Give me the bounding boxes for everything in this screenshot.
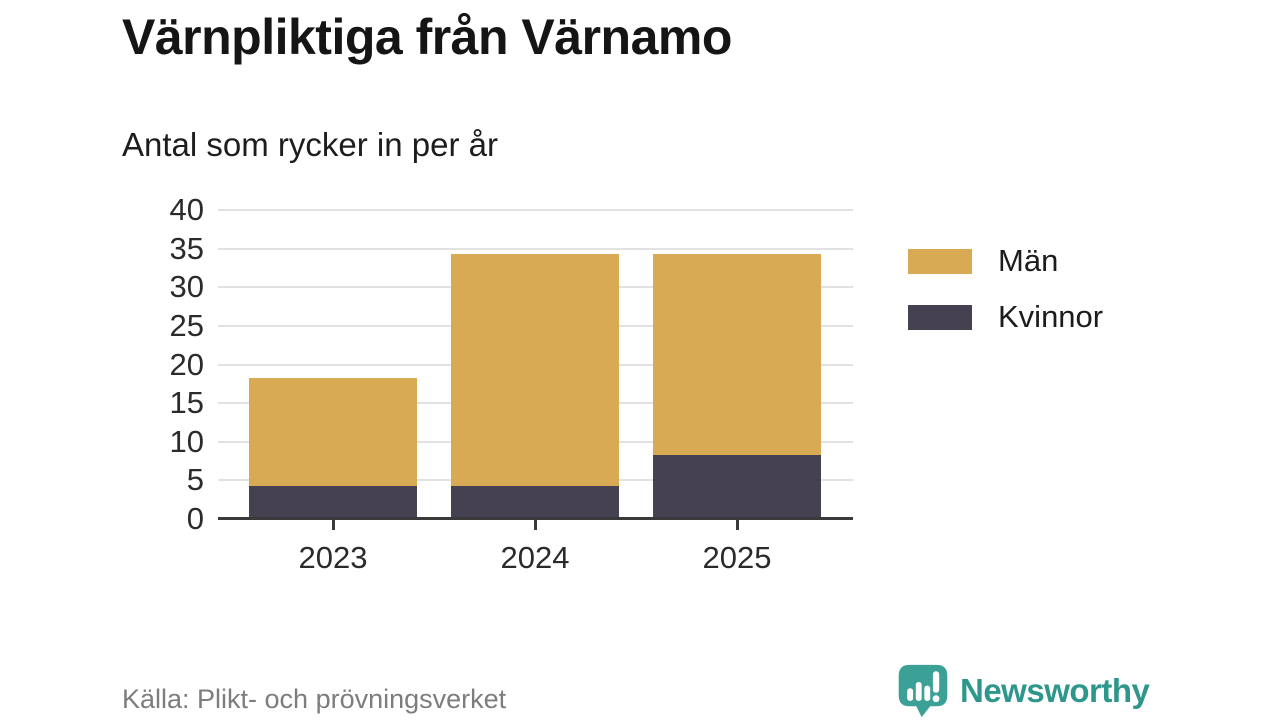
legend: Män Kvinnor [908, 243, 1103, 355]
legend-label-män: Män [998, 243, 1059, 278]
x-axis-label-2024: 2024 [500, 540, 570, 575]
y-axis-label-15: 15 [169, 385, 204, 421]
plot-area: 2023 2024 2025 [218, 209, 853, 575]
source-note: Källa: Plikt- och prövningsverket [122, 684, 507, 714]
bar-glyph-2 [915, 682, 922, 701]
x-tick-2025 [735, 520, 739, 530]
speech-bubble-shape [898, 664, 948, 718]
bar-2025 [653, 254, 821, 517]
bar-glyph-1 [907, 688, 914, 701]
y-axis-labels: 0 5 10 15 20 25 30 35 40 [120, 192, 204, 536]
bar-2023 [249, 377, 417, 517]
y-axis-label-40: 40 [169, 192, 204, 227]
gridline-40 [218, 209, 853, 211]
exclamation-dot-glyph [932, 695, 940, 703]
bar-glyph-3 [924, 685, 931, 701]
legend-label-kvinnor: Kvinnor [998, 299, 1104, 334]
newsworthy-speech-bubble-chart-icon [898, 664, 948, 718]
chart-subtitle: Antal som rycker in per år [122, 126, 498, 163]
chart-title: Värnpliktiga från Värnamo [122, 9, 732, 65]
bar-2024 [451, 254, 619, 517]
x-tick-2023 [331, 520, 335, 530]
y-axis-label-25: 25 [169, 307, 204, 343]
brand-logo: Newsworthy [896, 663, 1150, 719]
y-axis-label-10: 10 [169, 423, 204, 459]
bar-segment-2024-män [451, 254, 619, 487]
bar-segment-2025-kvinnor [653, 455, 821, 517]
legend-swatch-kvinnor [908, 304, 972, 330]
x-tick-2024 [533, 520, 537, 530]
brand-name: Newsworthy [960, 672, 1150, 709]
bar-segment-2023-kvinnor [249, 486, 417, 517]
gridline-35 [218, 247, 853, 250]
x-axis-line [218, 517, 853, 520]
y-axis-label-5: 5 [186, 462, 204, 498]
y-axis-label-20: 20 [169, 346, 204, 382]
x-axis-label-2025: 2025 [702, 540, 772, 575]
y-axis-label-30: 30 [169, 269, 204, 305]
legend-swatch-män [908, 248, 972, 274]
exclamation-bar-glyph [932, 671, 940, 693]
y-axis-label-35: 35 [169, 230, 204, 266]
legend-item-män: Män [908, 243, 1103, 279]
bar-segment-2024-kvinnor [451, 486, 619, 517]
x-axis-label-2023: 2023 [298, 540, 368, 575]
bar-segment-2023-män [249, 377, 417, 487]
y-axis-label-0: 0 [186, 501, 204, 536]
legend-item-kvinnor: Kvinnor [908, 299, 1103, 335]
bar-segment-2025-män [653, 254, 821, 456]
